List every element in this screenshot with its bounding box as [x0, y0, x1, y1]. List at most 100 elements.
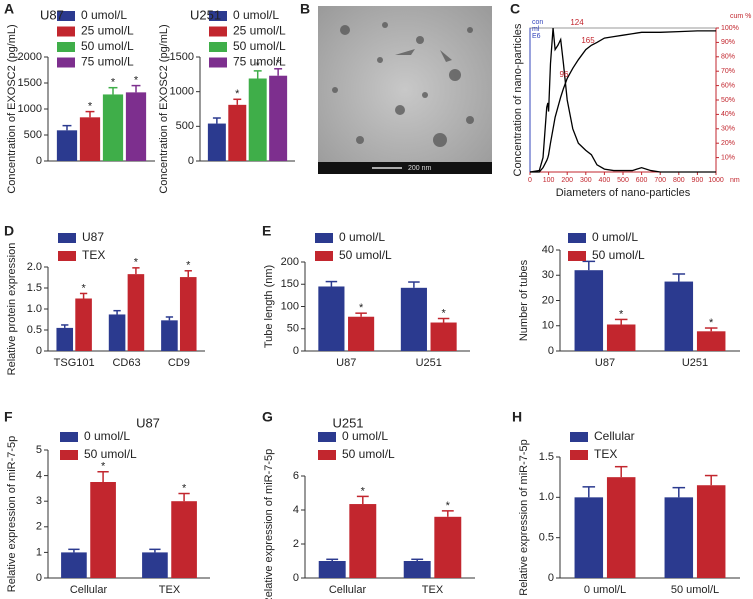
significance-mark: * [186, 260, 191, 272]
error-bar [178, 492, 190, 502]
error-bar [108, 86, 118, 95]
legend-label: 75 umol/L [81, 55, 134, 69]
y2-unit: cum % [730, 13, 751, 20]
error-bar [325, 280, 338, 287]
legend-label: 0 umol/L [81, 8, 127, 22]
error-bar [61, 324, 69, 328]
error-bar [212, 117, 221, 124]
error-bar [411, 558, 424, 561]
bar [90, 482, 116, 578]
legend-swatch [58, 233, 76, 243]
legend-label: 50 umol/L [84, 447, 137, 461]
y-tick-label: 0 [188, 155, 194, 167]
x-tick-label: U251 [682, 357, 708, 369]
error-bar [233, 98, 242, 105]
y-axis-label: Relative expression of miR-7-5p [6, 436, 18, 593]
panel-letter: H [512, 409, 522, 425]
significance-mark: * [276, 58, 281, 70]
error-bar [253, 70, 262, 79]
y-axis-label: Number of tubes [518, 259, 530, 341]
error-bar [672, 273, 686, 282]
panel-letter: E [262, 223, 271, 239]
panel-letter: G [262, 409, 273, 425]
significance-mark: * [256, 60, 261, 72]
legend-swatch [57, 11, 75, 21]
x-tick-label: 500 [617, 177, 629, 184]
legend-label: 25 umol/L [81, 24, 134, 38]
x-tick-label: 300 [580, 177, 592, 184]
peak-label: 165 [581, 36, 595, 45]
bar [349, 504, 377, 578]
x-tick-label: 200 [561, 177, 573, 184]
legend-label: 25 umol/L [233, 24, 286, 38]
bar [56, 327, 74, 351]
panel-letter: D [4, 223, 14, 239]
y-tick-label: 2 [293, 538, 299, 550]
y2-tick-label: 50% [721, 97, 735, 104]
y-axis-label: Relative expression of miR-7-5p [263, 449, 275, 599]
y-tick-label: 500 [24, 129, 42, 141]
bar [248, 78, 267, 161]
x-tick-label: 900 [692, 177, 704, 184]
legend-swatch [209, 42, 227, 52]
y-tick-label: 1000 [18, 103, 42, 115]
significance-mark: * [101, 461, 106, 473]
error-bar [326, 558, 339, 561]
legend-label: U87 [82, 230, 104, 244]
legend-label: 50 umol/L [233, 39, 286, 53]
x-tick-label: TEX [159, 584, 181, 596]
y-tick-label: 2 [36, 521, 42, 533]
legend-label: 50 umol/L [81, 39, 134, 53]
y-tick-label: 0 [548, 572, 554, 584]
particles [332, 22, 474, 147]
significance-mark: * [359, 302, 364, 314]
x-tick-label: TSG101 [54, 357, 95, 369]
scale-label: 200 nm [408, 165, 432, 172]
error-bar [274, 68, 283, 76]
x-tick-label: Cellular [70, 584, 108, 596]
significance-mark: * [709, 317, 714, 329]
x-tick-label: U87 [336, 357, 356, 369]
y-tick-label: 2000 [18, 51, 42, 63]
peak-label: 124 [570, 18, 584, 27]
error-bar [356, 495, 369, 505]
bar [75, 298, 92, 351]
bar [142, 552, 168, 578]
chart-title: U251 [332, 415, 363, 430]
y-tick-label: 1500 [18, 77, 42, 89]
x-tick-label: 700 [654, 177, 666, 184]
error-bar [614, 318, 628, 325]
y-tick-label: 4 [36, 470, 42, 482]
y-tick-label: 3 [36, 495, 42, 507]
y-tick-label: 500 [176, 120, 194, 132]
legend-label: 50 umol/L [592, 248, 645, 262]
significance-mark: * [81, 282, 86, 294]
legend-swatch [209, 57, 227, 68]
chart-title: U87 [40, 7, 64, 22]
y-tick-label: 50 [287, 323, 299, 335]
error-bar [582, 486, 596, 498]
significance-mark: * [361, 485, 366, 497]
bar [228, 104, 247, 161]
x-tick-label: U251 [416, 357, 442, 369]
y-tick-label: 1 [36, 546, 42, 558]
bar [61, 552, 87, 578]
error-bar [62, 124, 72, 131]
bar [102, 94, 124, 161]
y-tick-label: 20 [542, 294, 554, 306]
error-bar [149, 548, 161, 553]
legend-label: 50 umol/L [339, 248, 392, 262]
bar [606, 324, 636, 351]
legend-label: 50 umol/L [342, 447, 395, 461]
y-tick-label: 4 [293, 504, 299, 516]
legend-label: 0 umol/L [342, 429, 388, 443]
y-tick-label: 6 [293, 470, 299, 482]
significance-mark: * [235, 88, 240, 100]
y-tick-label: 1.5 [27, 282, 42, 294]
error-bar [408, 281, 420, 288]
legend-label: TEX [594, 447, 617, 461]
x-tick-label: 800 [673, 177, 685, 184]
y-tick-label: 0 [36, 345, 42, 357]
x-tick-label: 600 [636, 177, 648, 184]
y2-tick-label: 30% [721, 126, 735, 133]
